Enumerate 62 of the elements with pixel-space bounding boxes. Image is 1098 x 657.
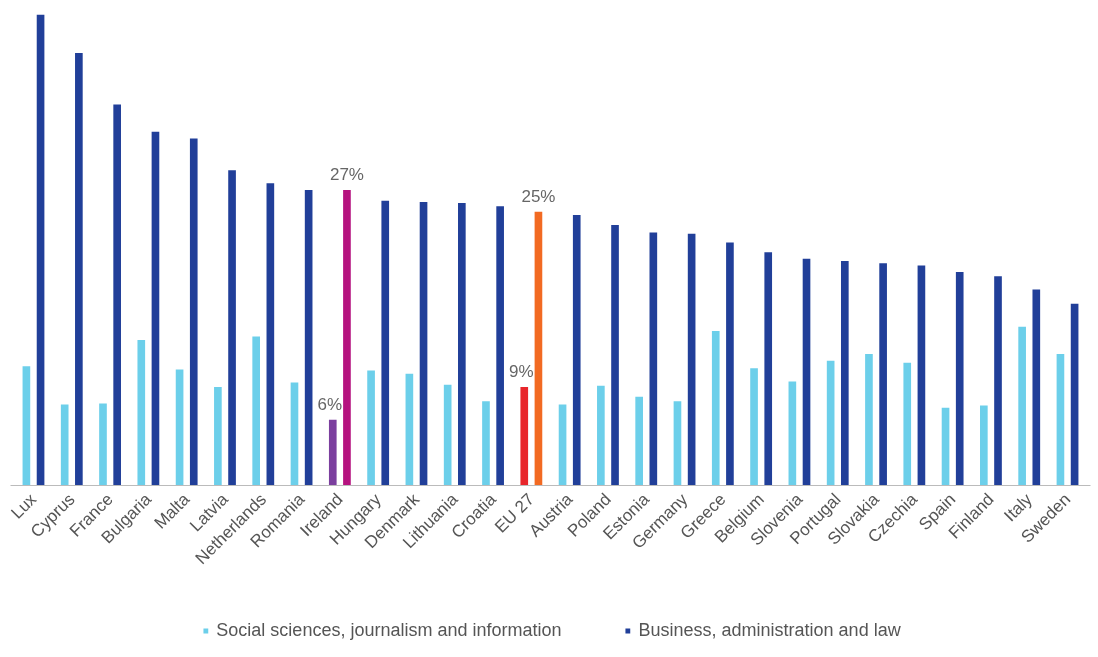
bar: [367, 370, 375, 486]
bar: [1018, 326, 1026, 486]
bar: [175, 369, 184, 486]
bar: [304, 189, 313, 486]
bar: [802, 258, 811, 486]
bar: [1070, 303, 1079, 486]
data-label: 9%: [508, 361, 534, 381]
bar: [649, 232, 658, 486]
bar: [1032, 289, 1041, 486]
bar: [1056, 354, 1065, 486]
bar: [673, 401, 682, 486]
bar: [687, 233, 696, 486]
bar: [597, 385, 605, 486]
bar: [151, 131, 160, 486]
bar: [60, 404, 69, 486]
bar: [840, 261, 849, 486]
data-label: 25%: [521, 186, 556, 206]
bar: [994, 276, 1002, 486]
bar: [941, 407, 950, 486]
bar: [419, 201, 428, 486]
bar: [711, 331, 720, 486]
data-label: 6%: [317, 394, 343, 414]
bar: [903, 362, 912, 486]
bar: [572, 215, 581, 486]
bar: [22, 366, 31, 486]
bar: [496, 206, 504, 486]
bar: [75, 53, 83, 486]
legend-label: Business, administration and law: [638, 619, 901, 641]
bar: [980, 405, 988, 486]
bar: [558, 404, 567, 486]
bar: [228, 170, 236, 486]
bar: [290, 382, 299, 486]
bar: [137, 339, 146, 486]
legend-label: Social sciences, journalism and information: [216, 619, 562, 641]
bar: [865, 354, 873, 486]
bar: [520, 386, 529, 486]
bar: [113, 104, 121, 486]
bar: [788, 381, 797, 486]
data-label: 27%: [329, 164, 364, 184]
bar: [458, 203, 466, 486]
bar: [955, 271, 964, 486]
bar: [764, 252, 773, 486]
bar: [635, 396, 643, 486]
bar: [36, 14, 45, 486]
bar: [750, 368, 758, 486]
bar: [443, 384, 452, 486]
bar: [534, 211, 543, 486]
bar: [266, 183, 275, 486]
bar: [826, 360, 835, 486]
bar: [611, 224, 619, 486]
bar: [381, 200, 390, 486]
bar: [252, 336, 261, 486]
bar: [328, 419, 337, 486]
bar: [405, 373, 414, 486]
bar: [482, 401, 490, 486]
bar: [726, 242, 734, 486]
bar: [879, 263, 887, 486]
bar: [189, 138, 198, 486]
bar: [99, 403, 107, 486]
bar: [214, 386, 222, 486]
bar: [917, 265, 926, 486]
bar: [343, 189, 351, 486]
